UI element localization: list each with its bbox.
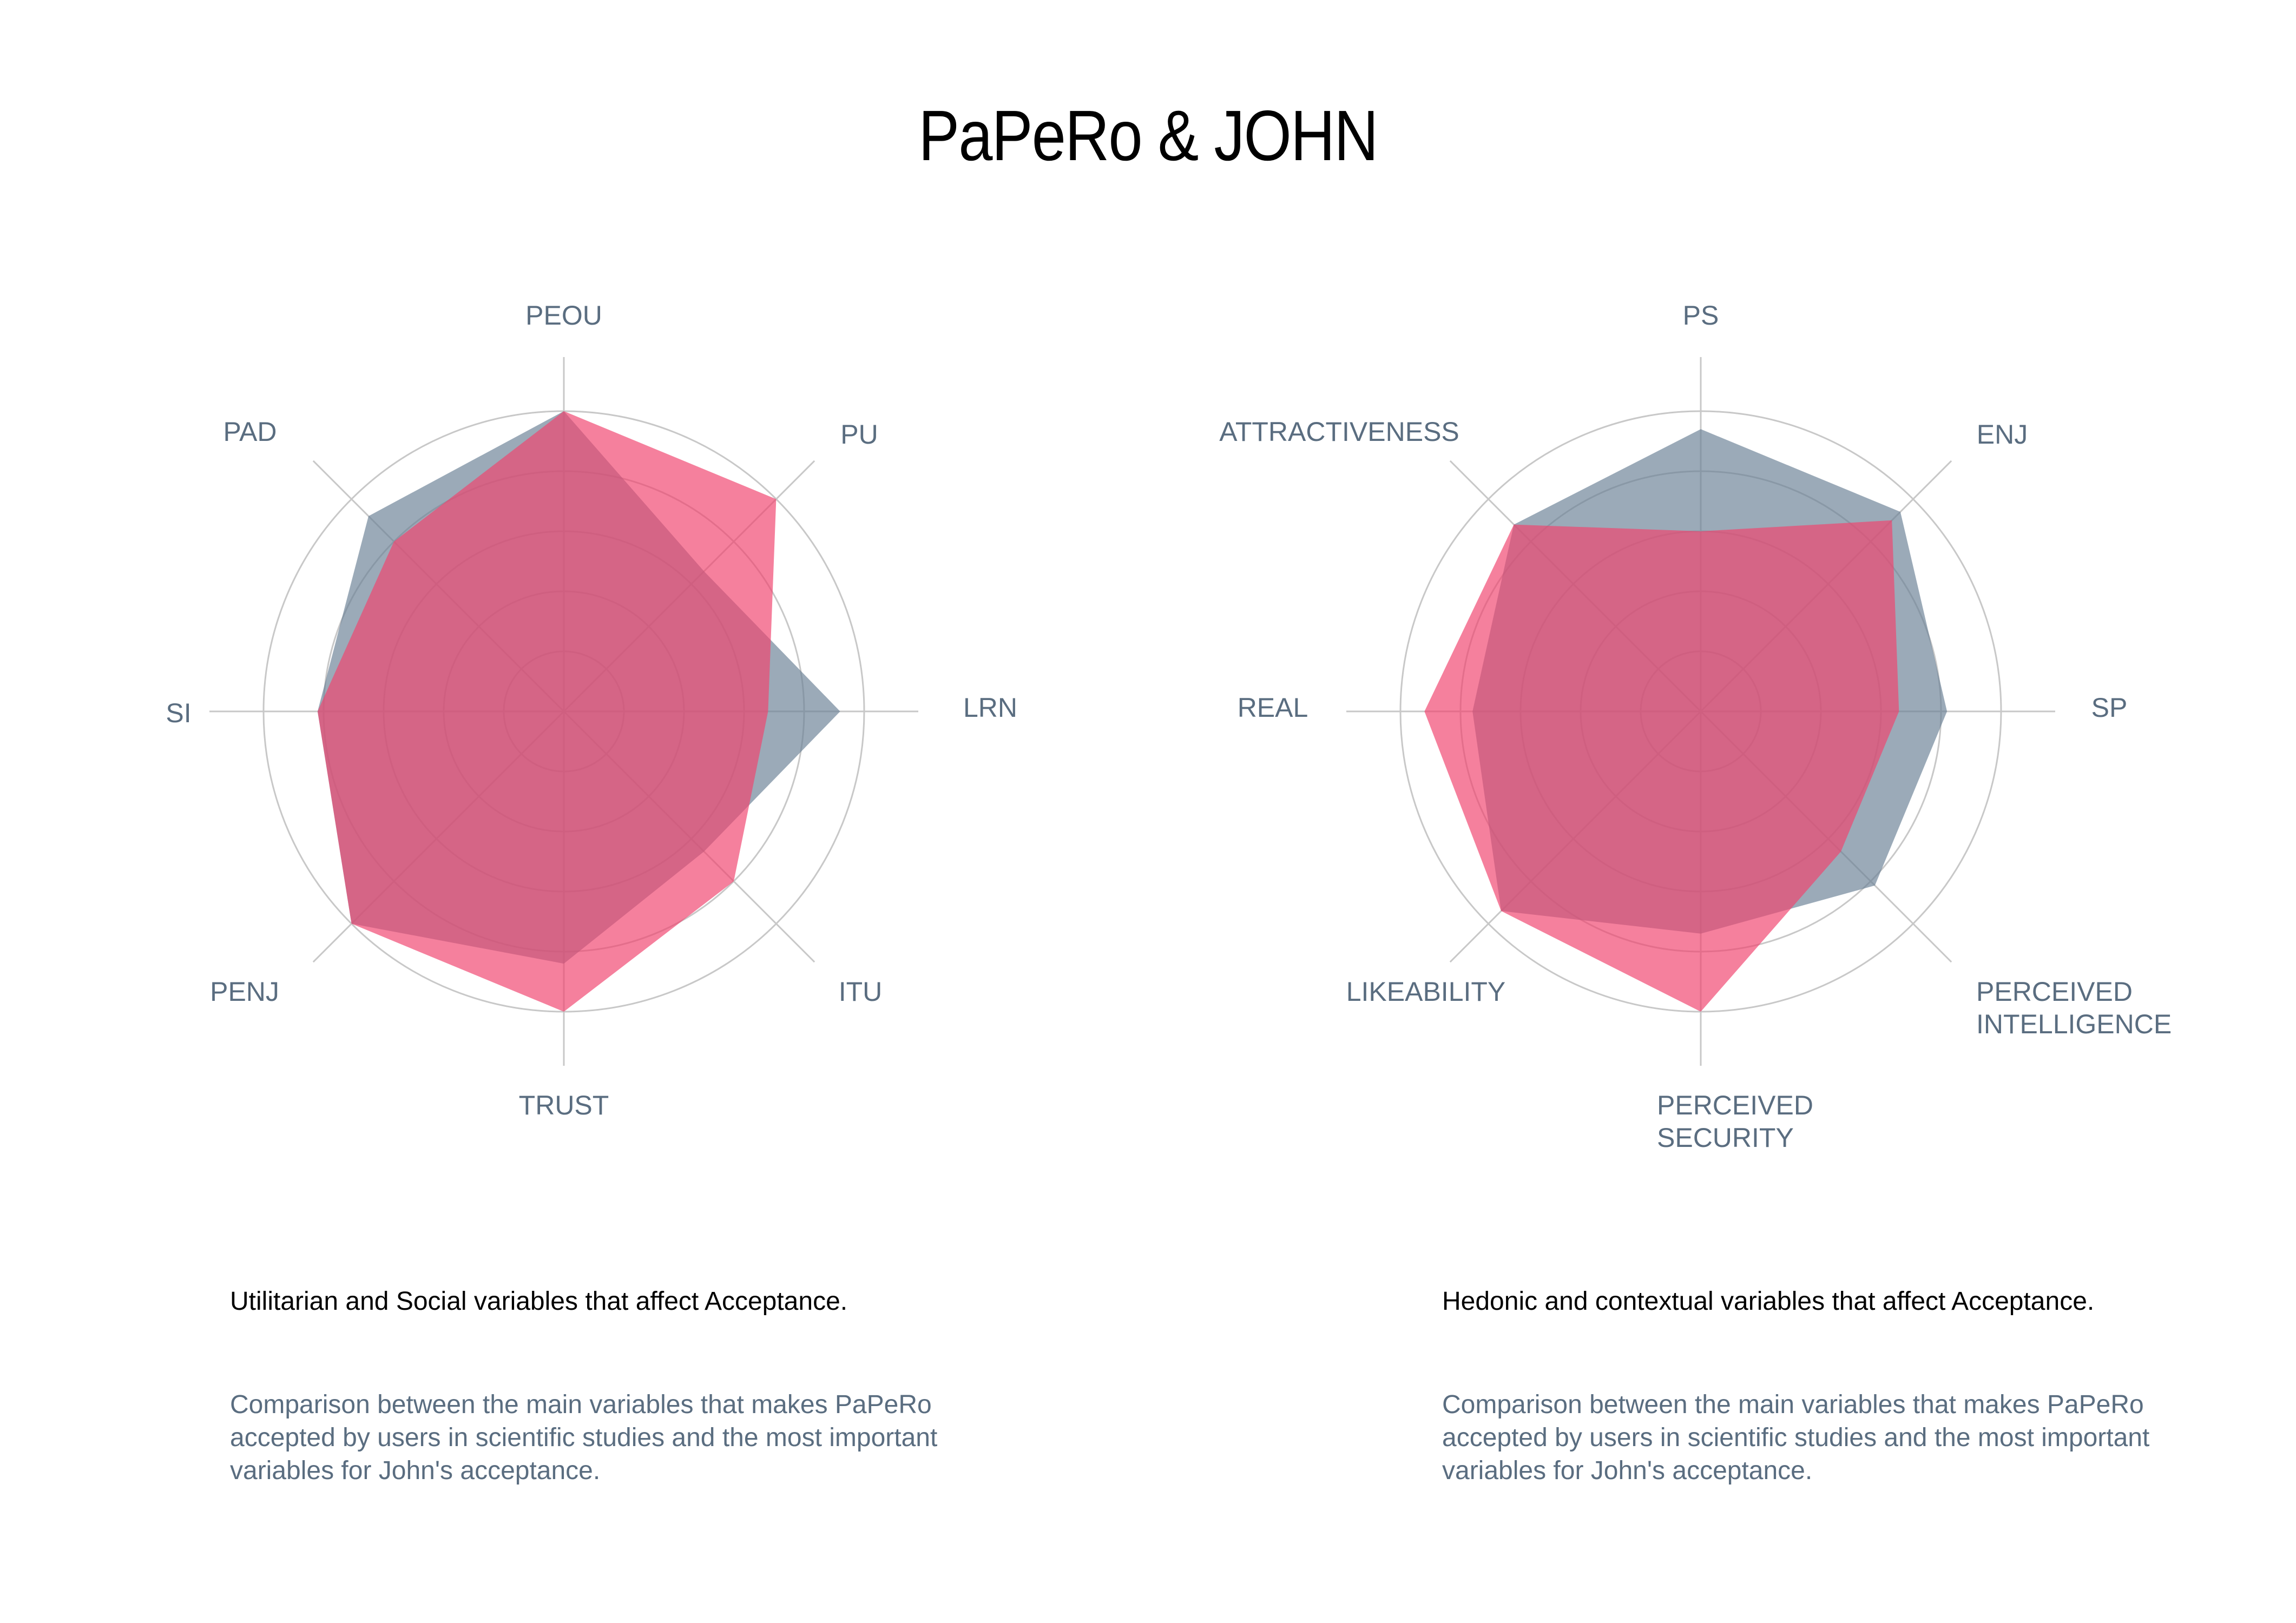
- caption-title-left: Utilitarian and Social variables that af…: [230, 1287, 848, 1316]
- axis-label-ps: PS: [1683, 300, 1719, 331]
- axis-label-likeability: LIKEABILITY: [1346, 977, 1506, 1007]
- axis-label-pad: PAD: [223, 417, 277, 447]
- axis-label-sp: SP: [2091, 692, 2128, 723]
- axis-label-peou: PEOU: [525, 300, 602, 331]
- axis-label-lrn: LRN: [963, 692, 1017, 723]
- axis-label-itu: ITU: [839, 977, 883, 1007]
- caption-body-left: Comparison between the main variables th…: [230, 1390, 938, 1485]
- axis-label-penj: PENJ: [210, 977, 279, 1007]
- caption-title-right: Hedonic and contextual variables that af…: [1442, 1287, 2095, 1316]
- axis-label-enj: ENJ: [1977, 419, 2028, 450]
- axis-label-si: SI: [166, 698, 191, 728]
- axis-label-trust: TRUST: [519, 1090, 609, 1120]
- axis-label-perceived-security: PERCEIVED SECURITY: [1657, 1090, 1813, 1153]
- axis-label-perceived-intelligence: PERCEIVED INTELLIGENCE: [1976, 977, 2172, 1039]
- radar-chart-utilitarian: PEOU PU LRN ITU TRUST PENJ SI PAD: [166, 300, 1017, 1120]
- series-area-2: [1424, 520, 1899, 1012]
- caption-body-right: Comparison between the main variables th…: [1442, 1390, 2150, 1485]
- axis-label-attractiveness: ATTRACTIVENESS: [1219, 417, 1459, 447]
- radar-chart-hedonic: PS ENJ SP PERCEIVED INTELLIGENCE PERCEIVED SEC…: [1219, 300, 2172, 1153]
- axis-label-pu: PU: [840, 419, 878, 450]
- axis-label-real: REAL: [1238, 692, 1308, 723]
- series-area-2: [317, 411, 777, 1012]
- page-title: PaPeRo & JOHN: [918, 96, 1378, 175]
